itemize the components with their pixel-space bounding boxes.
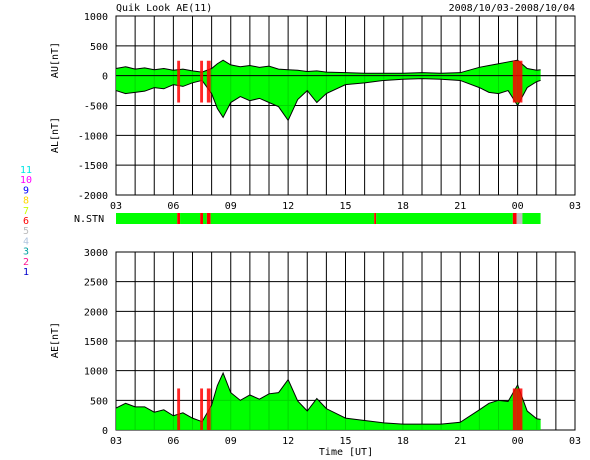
y-tick-label: -500 <box>84 102 108 113</box>
station-segment <box>522 213 541 224</box>
legend-station-number: 6 <box>23 216 29 227</box>
x-axis-title: Time [UT] <box>319 447 373 458</box>
ae-series-line <box>115 371 541 425</box>
low-station-highlight <box>200 60 204 103</box>
x-tick-label: 09 <box>225 436 237 447</box>
station-segment <box>512 213 517 224</box>
legend-station-number: 4 <box>23 236 29 247</box>
x-tick-label: 12 <box>282 436 294 447</box>
x-tick-label: 03 <box>110 201 122 212</box>
station-segment <box>376 213 513 224</box>
y-tick-label: 0 <box>102 426 108 437</box>
x-tick-label: 21 <box>454 436 466 447</box>
station-segment <box>177 213 181 224</box>
al-area-overlay <box>116 75 541 121</box>
legend-station-number: 11 <box>20 165 32 176</box>
low-station-highlight <box>206 60 211 103</box>
x-tick-label: 15 <box>339 201 351 212</box>
y-tick-label: 2500 <box>84 278 108 289</box>
x-tick-label: 03 <box>110 436 122 447</box>
x-tick-label: 15 <box>339 436 351 447</box>
legend-station-number: 5 <box>23 226 29 237</box>
legend-station-number: 3 <box>23 247 29 258</box>
station-segment <box>210 213 375 224</box>
x-tick-label: 03 <box>569 201 581 212</box>
al-series-line <box>115 78 541 122</box>
al-axis-label: AL[nT] <box>50 117 61 153</box>
y-tick-label: -1500 <box>78 161 108 172</box>
legend-station-number: 9 <box>23 185 29 196</box>
station-segment <box>374 213 377 224</box>
x-tick-label: 03 <box>569 436 581 447</box>
y-tick-label: 3000 <box>84 248 108 259</box>
plot-frame <box>115 15 576 196</box>
low-station-highlight <box>516 60 523 103</box>
x-tick-label: 00 <box>512 201 524 212</box>
station-segment <box>116 213 178 224</box>
low-station-highlight <box>512 388 517 430</box>
header-title: Quik Look AE(11) <box>116 3 212 14</box>
station-segment <box>200 213 204 224</box>
au-axis-label: AU[nT] <box>50 42 61 78</box>
low-station-highlight <box>516 388 523 430</box>
au-area-overlay <box>116 60 541 76</box>
n-stn-label: N.STN <box>74 214 104 225</box>
station-segment <box>516 213 523 224</box>
low-station-highlight <box>200 388 204 430</box>
y-tick-label: -2000 <box>78 191 108 202</box>
station-segment <box>206 213 211 224</box>
x-tick-label: 18 <box>397 436 409 447</box>
y-tick-label: 1000 <box>84 12 108 23</box>
legend-station-number: 7 <box>23 206 29 217</box>
x-tick-label: 21 <box>454 201 466 212</box>
station-segment <box>180 213 201 224</box>
legend-station-number: 1 <box>23 267 29 278</box>
station-segment <box>203 213 207 224</box>
x-tick-label: 06 <box>167 201 179 212</box>
y-tick-label: 0 <box>102 72 108 83</box>
y-tick-label: -1000 <box>78 131 108 142</box>
x-tick-label: 09 <box>225 201 237 212</box>
x-tick-label: 12 <box>282 201 294 212</box>
low-station-highlight <box>206 388 211 430</box>
header-date-range: 2008/10/03-2008/10/04 <box>449 3 575 14</box>
y-tick-label: 2000 <box>84 307 108 318</box>
station-count-panel <box>116 213 541 224</box>
legend-station-number: 2 <box>23 257 29 268</box>
x-tick-label: 00 <box>512 436 524 447</box>
low-station-highlight <box>512 60 517 103</box>
x-tick-label: 18 <box>397 201 409 212</box>
low-station-highlight <box>177 388 181 430</box>
au-series-line <box>115 59 541 74</box>
low-station-highlight <box>177 60 181 103</box>
y-tick-label: 1000 <box>84 367 108 378</box>
x-tick-label: 06 <box>167 436 179 447</box>
y-tick-label: 500 <box>90 396 108 407</box>
y-tick-label: 1500 <box>84 337 108 348</box>
ae-axis-label: AE[nT] <box>50 322 61 358</box>
legend-station-number: 8 <box>23 196 29 207</box>
y-tick-label: 500 <box>90 42 108 53</box>
legend-station-number: 10 <box>20 175 32 186</box>
ae-area-overlay <box>116 373 541 430</box>
